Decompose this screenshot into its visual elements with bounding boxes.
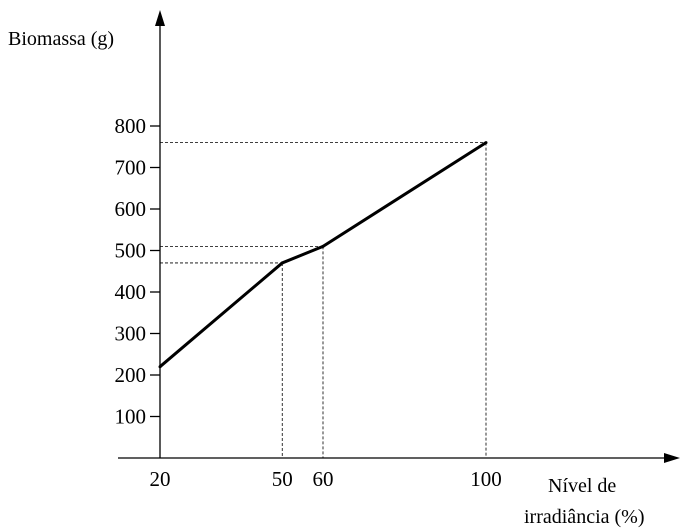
y-tick-label-500: 500 xyxy=(115,239,147,263)
y-tick-label-700: 700 xyxy=(115,156,147,180)
y-axis-arrow xyxy=(155,10,165,26)
x-axis-title-line-1: Nível de xyxy=(548,475,616,497)
y-tick-label-400: 400 xyxy=(115,280,147,304)
series-group xyxy=(158,141,488,369)
y-tick-label-300: 300 xyxy=(115,322,147,346)
data-point-60 xyxy=(321,244,325,248)
axes xyxy=(118,10,680,463)
data-point-50 xyxy=(280,261,284,265)
x-axis-arrow xyxy=(664,453,680,463)
y-tick-label-200: 200 xyxy=(115,363,147,387)
biomass-line xyxy=(159,141,487,368)
y-axis-title: Biomassa (g) xyxy=(8,28,114,50)
tick-marks xyxy=(150,125,160,418)
tick-labels: 100 200 300 400 500 600 700 800 20 50 60 100 xyxy=(115,114,502,491)
dashed-guides xyxy=(160,142,487,458)
x-tick-label-50: 50 xyxy=(272,467,293,491)
y-tick-label-100: 100 xyxy=(115,405,147,429)
y-tick-label-800: 800 xyxy=(115,114,147,138)
data-point-100 xyxy=(484,141,488,145)
x-tick-label-20: 20 xyxy=(150,467,171,491)
y-tick-label-600: 600 xyxy=(115,197,147,221)
x-tick-label-60: 60 xyxy=(313,467,334,491)
x-tick-label-100: 100 xyxy=(470,467,502,491)
data-point-20 xyxy=(158,365,162,369)
x-axis-title-line-2: irradiância (%) xyxy=(524,506,644,528)
